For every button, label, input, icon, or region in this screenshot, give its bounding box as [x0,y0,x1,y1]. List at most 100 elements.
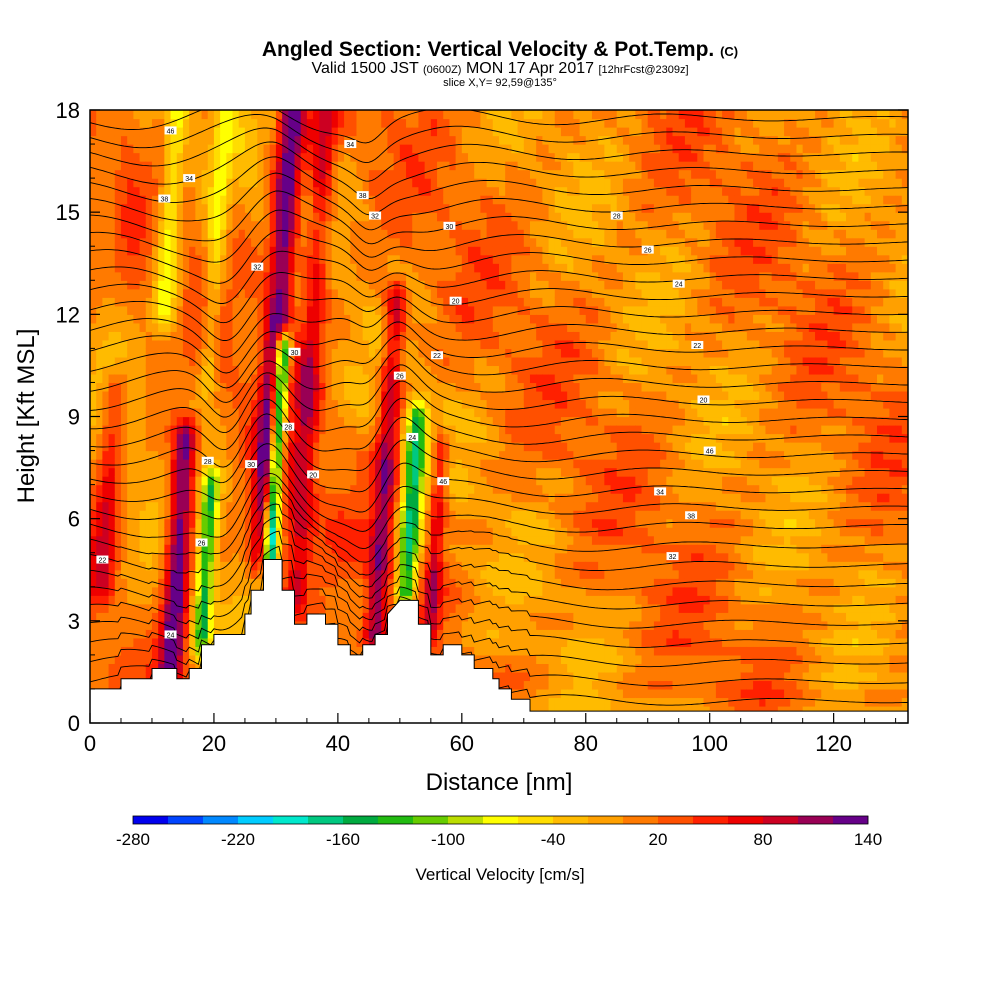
velocity-cell [375,527,382,537]
velocity-cell [325,144,333,154]
velocity-cell [102,484,110,494]
velocity-cell [139,212,147,222]
velocity-cell [517,586,525,596]
velocity-cell [151,365,159,375]
velocity-cell [151,476,159,486]
velocity-cell [449,467,457,477]
velocity-cell [96,501,103,511]
velocity-cell [511,586,519,596]
velocity-cell [127,144,134,154]
velocity-cell [492,339,500,349]
velocity-cell [430,569,438,579]
velocity-cell [412,280,420,290]
velocity-cell [238,195,246,205]
velocity-cell [238,110,246,120]
velocity-cell [331,331,339,341]
velocity-cell [362,118,370,128]
velocity-cell [164,144,172,154]
velocity-cell [505,612,512,622]
velocity-cell [176,459,184,469]
velocity-cell [337,220,345,230]
velocity-cell [393,254,401,264]
velocity-cell [381,425,389,435]
velocity-cell [257,288,265,298]
velocity-cell [430,254,438,264]
velocity-cell [313,365,320,375]
velocity-cell [244,144,252,154]
velocity-cell [282,263,289,273]
velocity-cell [238,467,246,477]
velocity-cell [499,169,506,179]
velocity-cell [499,459,506,469]
velocity-cell [220,535,227,545]
velocity-cell [102,288,110,298]
velocity-cell [257,578,265,588]
velocity-cell [443,246,451,256]
velocity-cell [238,407,246,418]
velocity-cell [164,569,172,579]
velocity-cell [102,144,110,154]
velocity-cell [114,246,122,256]
velocity-cell [294,322,302,332]
velocity-cell [437,118,444,128]
velocity-cell [90,382,97,392]
velocity-cell [418,450,426,460]
velocity-cell [368,195,376,205]
velocity-cell [331,493,339,503]
velocity-cell [492,552,500,562]
velocity-cell [381,416,389,426]
velocity-cell [158,425,165,435]
velocity-cell [151,297,159,307]
velocity-cell [294,263,302,273]
velocity-cell [96,620,103,630]
velocity-cell [387,442,395,452]
velocity-cell [480,629,488,639]
velocity-cell [362,373,370,384]
velocity-cell [90,680,97,690]
velocity-cell [480,348,488,358]
velocity-cell [176,297,184,307]
velocity-cell [449,637,457,647]
velocity-cell [263,484,271,494]
velocity-cell [139,195,147,205]
velocity-cell [375,450,382,460]
velocity-cell [368,637,376,647]
velocity-cell [182,450,190,460]
velocity-cell [201,178,209,188]
velocity-cell [176,510,184,520]
velocity-cell [337,425,345,435]
velocity-cell [375,518,382,528]
velocity-cell [368,518,376,528]
velocity-cell [418,280,426,290]
velocity-cell [480,442,488,452]
velocity-cell [505,425,512,435]
velocity-cell [275,493,283,503]
velocity-cell [90,314,97,324]
velocity-cell [275,178,283,188]
velocity-cell [511,425,519,435]
velocity-cell [232,467,240,477]
velocity-cell [220,305,227,315]
velocity-cell [387,459,395,469]
velocity-cell [263,518,271,528]
velocity-cell [443,229,451,239]
velocity-cell [269,229,277,239]
velocity-cell [257,373,265,384]
velocity-cell [170,161,178,171]
velocity-cell [220,271,227,281]
velocity-cell [139,144,147,154]
velocity-cell [158,263,165,273]
velocity-cell [195,510,203,520]
velocity-cell [207,433,215,443]
velocity-cell [108,152,116,162]
velocity-cell [480,169,488,179]
velocity-cell [102,416,110,426]
velocity-cell [499,476,506,486]
velocity-cell [356,314,364,324]
velocity-cell [505,152,512,162]
velocity-cell [114,629,122,639]
velocity-cell [344,110,351,120]
velocity-cell [263,399,271,409]
velocity-cell [486,433,494,443]
velocity-cell [499,382,506,392]
